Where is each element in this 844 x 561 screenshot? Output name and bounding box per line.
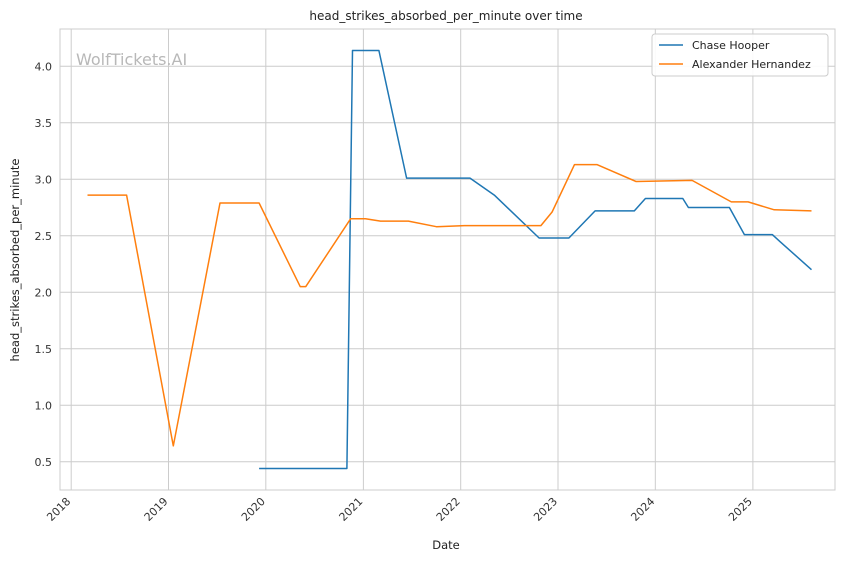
y-axis-label: head_strikes_absorbed_per_minute <box>8 159 22 362</box>
y-tick-label: 4.0 <box>35 60 53 73</box>
plot-area-frame <box>59 28 836 491</box>
series-lines <box>87 49 812 470</box>
watermark-text: WolfTickets.AI <box>76 50 187 69</box>
x-axis-label: Date <box>432 538 460 552</box>
legend-label-alexander-hernandez: Alexander Hernandez <box>692 58 811 71</box>
legend: Chase Hooper Alexander Hernandez <box>651 33 829 77</box>
grid-lines <box>60 29 835 490</box>
y-tick-label: 1.5 <box>35 343 53 356</box>
y-tick-label: 1.0 <box>35 399 53 412</box>
chart-title: head_strikes_absorbed_per_minute over ti… <box>309 9 582 23</box>
series-line-chase-hooper <box>259 49 812 470</box>
legend-label-chase-hooper: Chase Hooper <box>692 39 770 52</box>
y-tick-label: 2.5 <box>35 230 53 243</box>
series-line-alexander-hernandez <box>87 163 812 447</box>
y-tick-label: 3.5 <box>35 117 53 130</box>
y-tick-label: 0.5 <box>35 456 53 469</box>
y-tick-label: 2.0 <box>35 286 53 299</box>
legend-box <box>651 33 829 77</box>
y-tick-label: 3.0 <box>35 173 53 186</box>
